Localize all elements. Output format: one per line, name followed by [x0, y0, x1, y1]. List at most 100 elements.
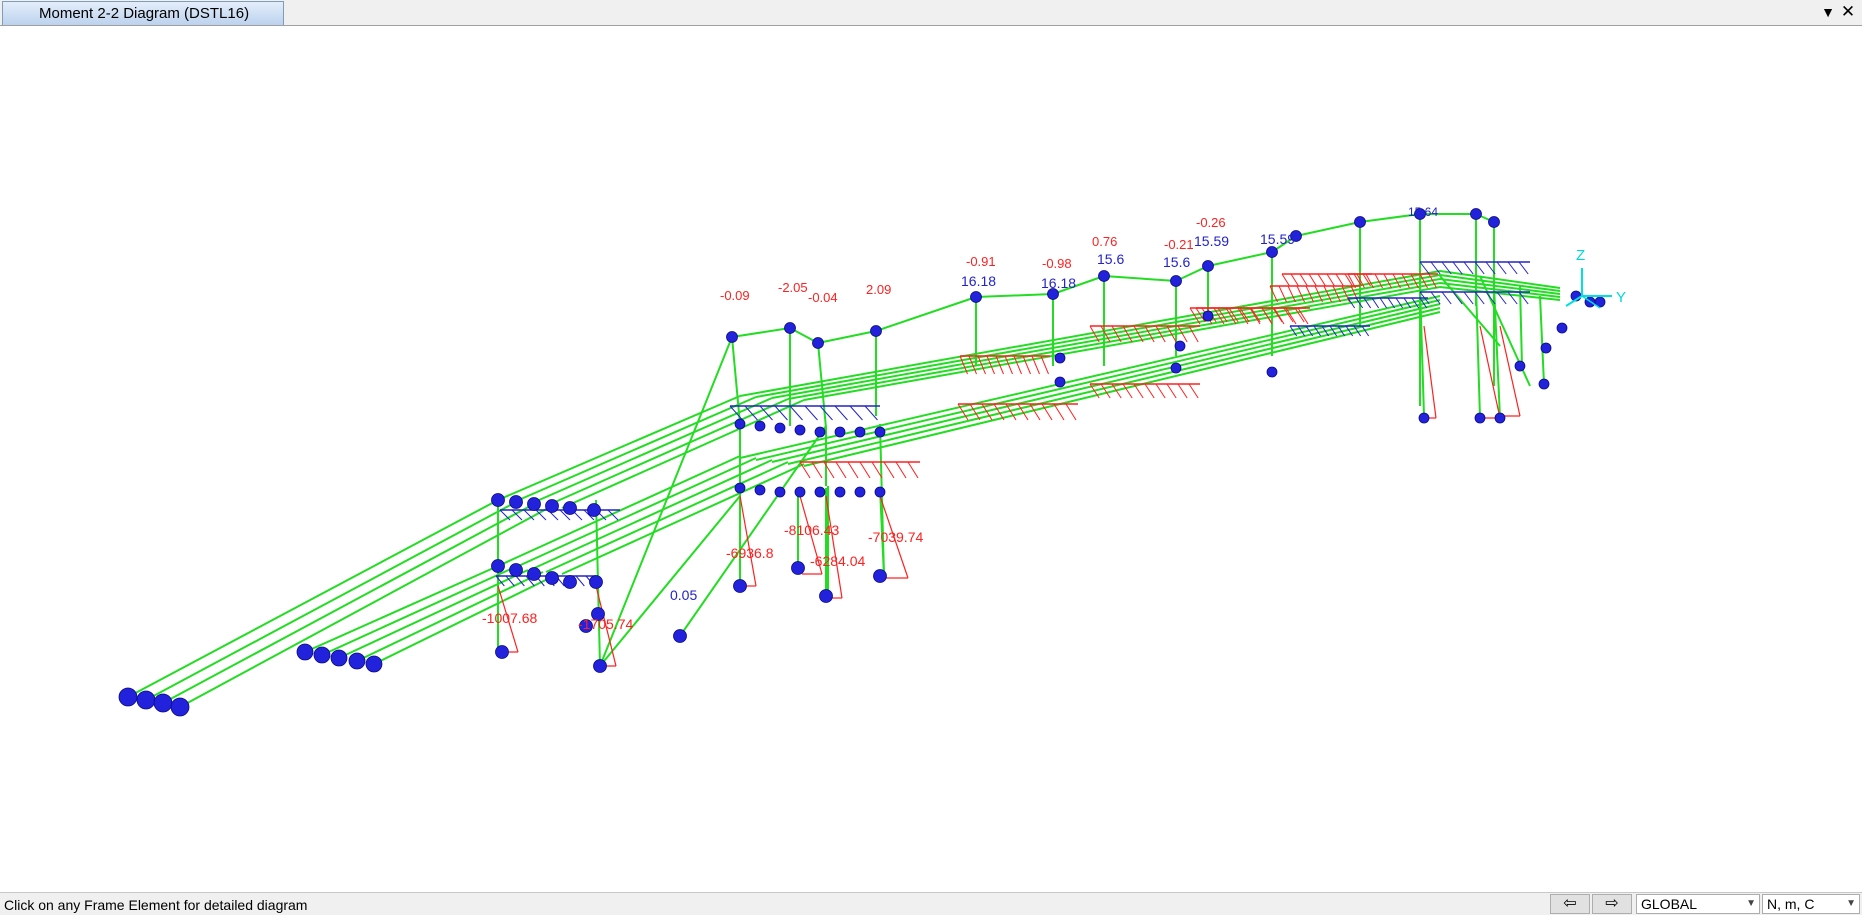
joint[interactable]	[563, 575, 577, 589]
joint[interactable]	[296, 643, 314, 661]
joint[interactable]	[1474, 412, 1486, 424]
units-select[interactable]: N, m, C ▼	[1762, 894, 1860, 914]
frame-element[interactable]	[545, 461, 789, 573]
joint[interactable]	[509, 495, 523, 509]
frame-element[interactable]	[1359, 213, 1421, 223]
frame-element[interactable]	[513, 457, 757, 569]
joint[interactable]	[854, 486, 866, 498]
joint[interactable]	[1470, 208, 1482, 220]
joint[interactable]	[579, 619, 593, 633]
joint[interactable]	[794, 486, 806, 498]
joint[interactable]	[754, 420, 766, 432]
frame-element[interactable]	[731, 336, 741, 425]
joint[interactable]	[527, 567, 541, 581]
joint[interactable]	[330, 649, 348, 667]
frame-element[interactable]	[879, 487, 885, 577]
joint[interactable]	[170, 697, 190, 717]
frame-element[interactable]	[497, 395, 741, 501]
joint[interactable]	[870, 325, 882, 337]
joint[interactable]	[784, 322, 796, 334]
frame-element[interactable]	[803, 311, 1441, 467]
tab-moment-diagram[interactable]: Moment 2-2 Diagram (DSTL16)	[2, 1, 284, 25]
frame-element[interactable]	[1052, 275, 1105, 295]
joint[interactable]	[591, 607, 605, 621]
frame-element[interactable]	[817, 342, 827, 429]
joint[interactable]	[1418, 412, 1430, 424]
frame-element[interactable]	[373, 573, 559, 665]
joint[interactable]	[1266, 366, 1278, 378]
joint[interactable]	[814, 486, 826, 498]
joint[interactable]	[1514, 360, 1526, 372]
frame-element[interactable]	[787, 282, 1441, 400]
frame-element[interactable]	[513, 396, 757, 503]
joint[interactable]	[491, 559, 505, 573]
joint[interactable]	[733, 579, 747, 593]
joint[interactable]	[1202, 310, 1214, 322]
joint[interactable]	[1174, 340, 1186, 352]
joint[interactable]	[1054, 376, 1066, 388]
previous-button[interactable]: ⇦	[1550, 894, 1590, 914]
frame-element[interactable]	[803, 286, 1441, 401]
frame-element[interactable]	[1519, 285, 1523, 367]
joints[interactable]	[118, 208, 1606, 717]
joint[interactable]	[814, 426, 826, 438]
frame-element[interactable]	[1295, 221, 1361, 237]
joint[interactable]	[1170, 275, 1182, 287]
frame-element[interactable]	[1439, 274, 1561, 292]
frame-model-drawing[interactable]: 0.05 15.6 15.6 16.18 16.18 15.59 15.59 1…	[0, 26, 1862, 892]
frame-element[interactable]	[1539, 295, 1545, 385]
frame-element[interactable]	[545, 398, 789, 507]
joint[interactable]	[1098, 270, 1110, 282]
joint[interactable]	[563, 501, 577, 515]
frame-element[interactable]	[975, 293, 1054, 298]
frame-element[interactable]	[162, 503, 535, 704]
frame-element[interactable]	[731, 327, 791, 338]
joint[interactable]	[313, 646, 331, 664]
joint[interactable]	[1202, 260, 1214, 272]
joint[interactable]	[136, 690, 156, 710]
joint[interactable]	[545, 499, 559, 513]
frame-element[interactable]	[561, 399, 805, 509]
joint[interactable]	[118, 687, 138, 707]
joint[interactable]	[1538, 378, 1550, 390]
frame-element[interactable]	[1475, 285, 1481, 419]
joint[interactable]	[854, 426, 866, 438]
frame-element[interactable]	[127, 499, 499, 698]
frame-element[interactable]	[145, 501, 517, 701]
joint[interactable]	[774, 422, 786, 434]
joint[interactable]	[509, 563, 523, 577]
joint[interactable]	[874, 486, 886, 498]
frame-element[interactable]	[529, 397, 773, 505]
joint[interactable]	[495, 645, 509, 659]
joint[interactable]	[834, 426, 846, 438]
frame-element[interactable]	[875, 296, 977, 332]
frame-element[interactable]	[1419, 285, 1425, 417]
frame-element[interactable]	[1439, 270, 1561, 289]
frame-element[interactable]	[599, 495, 741, 667]
frame-element[interactable]	[787, 307, 1441, 465]
joint[interactable]	[734, 418, 746, 430]
frame-element[interactable]	[755, 274, 1441, 398]
joint[interactable]	[754, 484, 766, 496]
joint[interactable]	[874, 426, 886, 438]
frame-element[interactable]	[739, 270, 1441, 397]
joint[interactable]	[834, 486, 846, 498]
frame-element[interactable]	[561, 463, 805, 575]
joint[interactable]	[1488, 216, 1500, 228]
joint[interactable]	[1494, 412, 1506, 424]
frame-element[interactable]	[771, 278, 1441, 399]
frame-element[interactable]	[179, 505, 553, 708]
frame-element[interactable]	[529, 459, 773, 571]
frame-element[interactable]	[321, 567, 514, 656]
close-icon[interactable]: ✕	[1840, 2, 1856, 21]
joint[interactable]	[587, 503, 601, 517]
joint[interactable]	[970, 291, 982, 303]
frame-element[interactable]	[497, 455, 741, 567]
joint[interactable]	[819, 589, 833, 603]
joint[interactable]	[873, 569, 887, 583]
frame-element[interactable]	[1493, 285, 1501, 419]
frame-elements[interactable]	[127, 213, 1561, 708]
joint[interactable]	[1054, 352, 1066, 364]
joint[interactable]	[812, 337, 824, 349]
joint[interactable]	[1290, 230, 1302, 242]
